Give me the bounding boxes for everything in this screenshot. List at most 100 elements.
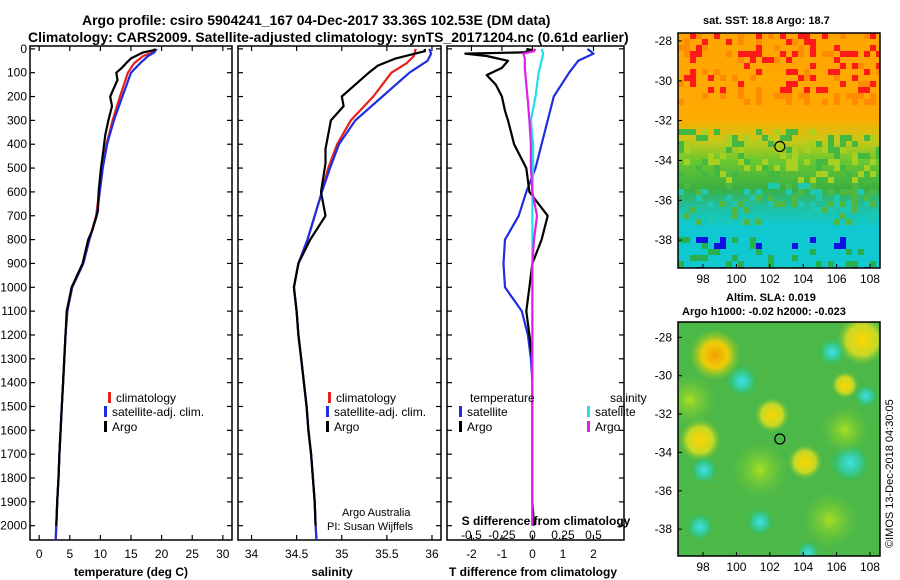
sst-pixel (864, 153, 870, 159)
sst-pixel (804, 147, 810, 153)
sst-pixel (840, 63, 846, 69)
sst-pixel (768, 195, 774, 201)
legend-label-s-argo: Argo (595, 420, 621, 434)
sst-pixel (864, 171, 870, 177)
legend-label-climatology: climatology (116, 391, 176, 405)
sst-pixel (864, 135, 870, 141)
sla-map-title: Altim. SLA: 0.019 (726, 292, 816, 304)
depth-tick-label: 1900 (0, 495, 27, 509)
sst-pixel (696, 237, 702, 243)
salinity-depth-ticks (238, 48, 441, 527)
sst-pixel (744, 99, 750, 105)
sst-pixel (678, 129, 684, 135)
depth-tick-label: 1000 (0, 280, 27, 294)
lon-tick-label: 98 (696, 560, 710, 574)
sst-pixel (732, 201, 738, 207)
sst-pixel (696, 189, 702, 195)
sst-pixel (840, 147, 846, 153)
sst-pixel (684, 237, 690, 243)
temperature-series (54, 48, 158, 540)
t-difference-axis-label: T difference from climatology (449, 565, 617, 579)
sst-pixel (846, 189, 852, 195)
sst-pixel (678, 81, 684, 87)
sst-pixel (768, 33, 774, 39)
sst-pixel (822, 147, 828, 153)
difference-axes-frame (446, 45, 625, 541)
sst-pixel (684, 159, 690, 165)
sst-pixel (816, 159, 822, 165)
sst-map-panel: sat. SST: 18.8 Argo: 18.7 98 100 102 104 106… (655, 15, 881, 286)
depth-axis: 0 100 200 300 400 500 600 700 800 900 1000 1100 1200… (0, 42, 232, 533)
lon-tick-label: 102 (760, 560, 780, 574)
sst-pixel (810, 249, 816, 255)
sst-pixel (726, 195, 732, 201)
sst-pixel (696, 219, 702, 225)
sst-pixel (858, 63, 864, 69)
depth-tick-label: 1600 (0, 423, 27, 437)
sst-pixel (768, 255, 774, 261)
salinity-legend: climatology satellite-adj. clim. Argo (326, 391, 426, 434)
sst-pixel (768, 171, 774, 177)
legend-swatch-satellite (326, 406, 329, 417)
sst-pixel (834, 177, 840, 183)
sst-pixel (810, 201, 816, 207)
sst-pixel (678, 171, 684, 177)
sst-pixel (816, 171, 822, 177)
sst-pixel (810, 237, 816, 243)
legend-label-t-argo: Argo (467, 420, 493, 434)
sst-pixel (708, 213, 714, 219)
sst-pixel (684, 129, 690, 135)
sst-pixel (822, 171, 828, 177)
depth-tick-label: 1500 (0, 399, 27, 413)
x-tick-label: -1 (497, 547, 508, 561)
sst-pixel (810, 141, 816, 147)
sst-pixel (798, 177, 804, 183)
sst-pixel (756, 33, 762, 39)
sst-pixel (798, 33, 804, 39)
sst-pixel (798, 75, 804, 81)
sst-pixel (732, 213, 738, 219)
sst-pixel (864, 51, 870, 57)
x-tick-label: 36 (425, 547, 439, 561)
sst-pixel (726, 261, 732, 267)
sst-pixel (780, 93, 786, 99)
temperature-axes-frame (29, 45, 233, 541)
sla-blob (836, 322, 880, 366)
sst-pixel (792, 51, 798, 57)
lat-tick-label: -36 (655, 193, 673, 207)
sst-pixel (774, 45, 780, 51)
sst-pixel (690, 129, 696, 135)
sst-pixel (720, 171, 726, 177)
sst-pixel (798, 93, 804, 99)
sst-pixel (870, 99, 876, 105)
sst-pixel (756, 219, 762, 225)
sst-pixel (684, 213, 690, 219)
sla-map-frame (677, 321, 881, 557)
sst-pixel (774, 165, 780, 171)
sst-pixel (780, 51, 786, 57)
sst-pixel (756, 39, 762, 45)
sst-pixel (804, 213, 810, 219)
sst-pixel (870, 135, 876, 141)
sst-pixel (720, 87, 726, 93)
sst-pixel (840, 135, 846, 141)
lat-tick-label: -36 (655, 484, 673, 498)
sst-pixel (792, 255, 798, 261)
sst-pixel (858, 171, 864, 177)
sst-pixel (702, 93, 708, 99)
sst-pixel-noise (678, 33, 880, 268)
credit-argo-australia: Argo Australia (342, 507, 411, 519)
depth-tick-label: 700 (7, 209, 27, 223)
lat-tick-label: -30 (655, 74, 673, 88)
sst-pixel (684, 183, 690, 189)
sst-map-title: sat. SST: 18.8 Argo: 18.7 (703, 15, 830, 27)
sst-pixel (756, 165, 762, 171)
sst-pixel (744, 141, 750, 147)
sst-pixel (864, 69, 870, 75)
sst-pixel (786, 129, 792, 135)
sst-pixel (678, 189, 684, 195)
sla-blob (726, 365, 758, 397)
sst-pixel (828, 177, 834, 183)
sst-pixel (768, 201, 774, 207)
sla-blob (854, 384, 878, 408)
